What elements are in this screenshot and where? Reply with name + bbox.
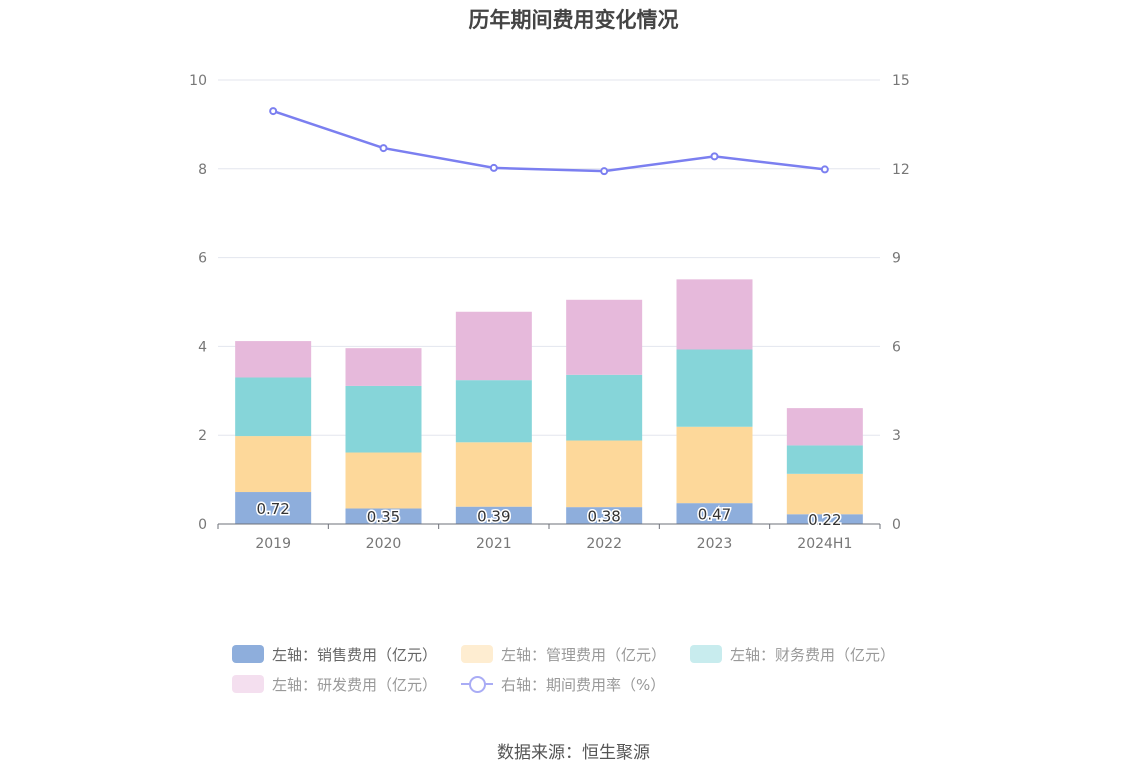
- bar-rd: [455, 311, 532, 381]
- x-tick-label: 2020: [366, 536, 402, 552]
- legend-swatch-finance: [690, 645, 723, 663]
- x-tick-label: 2022: [586, 536, 622, 552]
- bar-rd: [676, 279, 753, 350]
- legend-label-rd: 左轴：研发费用（亿元）: [272, 675, 438, 694]
- chart-canvas: 0 2 4 6 8 10 0 3 6 9 12 15 2019 2020 2021 2022 2023 2024H…: [189, 73, 910, 552]
- bar-sales: [786, 514, 863, 524]
- right-tick-label: 15: [892, 73, 910, 89]
- bar-rd: [345, 348, 422, 386]
- bar-finance: [786, 445, 863, 474]
- left-tick-label: 10: [189, 73, 207, 89]
- legend-label-ratio: 右轴：期间费用率（%）: [501, 675, 666, 694]
- chart-title: 历年期间费用变化情况: [468, 8, 679, 32]
- x-tick-label: 2019: [255, 536, 291, 552]
- legend-line-circle-icon: [461, 675, 494, 693]
- bar-admin: [345, 452, 422, 509]
- legend-item-rd[interactable]: 左轴：研发费用（亿元）: [232, 674, 437, 695]
- legend-item-admin[interactable]: 左轴：管理费用（亿元）: [461, 644, 666, 665]
- bar-admin: [676, 426, 753, 504]
- point-ratio: [820, 165, 829, 174]
- bar-sales: [235, 492, 312, 524]
- source-note: 数据来源：恒生聚源: [497, 743, 650, 763]
- right-tick-label: 6: [892, 339, 901, 355]
- bar-sales: [676, 503, 753, 524]
- left-tick-label: 2: [198, 428, 207, 444]
- legend: 左轴：销售费用（亿元） 左轴：管理费用（亿元） 左轴：财务费用（亿元） 左轴：研…: [232, 639, 932, 699]
- point-ratio: [489, 163, 498, 172]
- bar-sales: [455, 506, 532, 524]
- bar-admin: [455, 442, 532, 507]
- line-ratio: [272, 109, 825, 173]
- x-tick-label: 2021: [476, 536, 512, 552]
- right-tick-label: 9: [892, 251, 901, 267]
- left-tick-label: 4: [198, 339, 207, 355]
- legend-swatch-sales: [232, 645, 264, 663]
- legend-item-finance[interactable]: 左轴：财务费用（亿元）: [690, 644, 895, 665]
- x-tick-label: 2024H1: [797, 536, 852, 552]
- legend-swatch-rd: [232, 675, 264, 693]
- bar-finance: [566, 374, 643, 441]
- bar-admin: [786, 473, 863, 515]
- point-ratio: [600, 167, 609, 176]
- bar-finance: [235, 377, 312, 437]
- left-tick-label: 6: [198, 251, 207, 267]
- bar-rd: [235, 341, 312, 378]
- left-tick-label: 0: [198, 517, 207, 533]
- bar-finance: [676, 349, 753, 427]
- data-label-sales: 0.38: [587, 508, 620, 526]
- bar-rd: [566, 299, 643, 375]
- x-tick-label: 2023: [697, 536, 733, 552]
- right-tick-label: 3: [892, 428, 901, 444]
- bar-sales: [345, 508, 422, 524]
- right-tick-label: 12: [892, 162, 910, 178]
- data-label-sales: 0.39: [477, 507, 510, 525]
- point-ratio: [269, 107, 278, 116]
- data-label-sales: 0.35: [367, 508, 400, 526]
- right-tick-label: 0: [892, 517, 901, 533]
- bar-admin: [566, 440, 643, 508]
- bar-finance: [455, 380, 532, 443]
- data-label-sales: 0.47: [698, 506, 731, 524]
- left-tick-label: 8: [198, 162, 207, 178]
- bar-finance: [345, 385, 422, 453]
- point-ratio: [710, 152, 719, 161]
- point-ratio: [379, 144, 388, 153]
- legend-item-sales[interactable]: 左轴：销售费用（亿元）: [232, 644, 437, 665]
- bar-rd: [786, 408, 863, 446]
- bar-admin: [235, 436, 312, 493]
- legend-label-admin: 左轴：管理费用（亿元）: [501, 645, 667, 664]
- legend-label-sales: 左轴：销售费用（亿元）: [272, 645, 438, 664]
- data-label-sales: 0.72: [256, 500, 289, 518]
- bar-sales: [566, 507, 643, 524]
- data-label-sales: 0.22: [808, 511, 841, 529]
- legend-label-finance: 左轴：财务费用（亿元）: [730, 645, 896, 664]
- legend-swatch-admin: [461, 645, 494, 663]
- legend-item-ratio[interactable]: 右轴：期间费用率（%）: [461, 674, 665, 695]
